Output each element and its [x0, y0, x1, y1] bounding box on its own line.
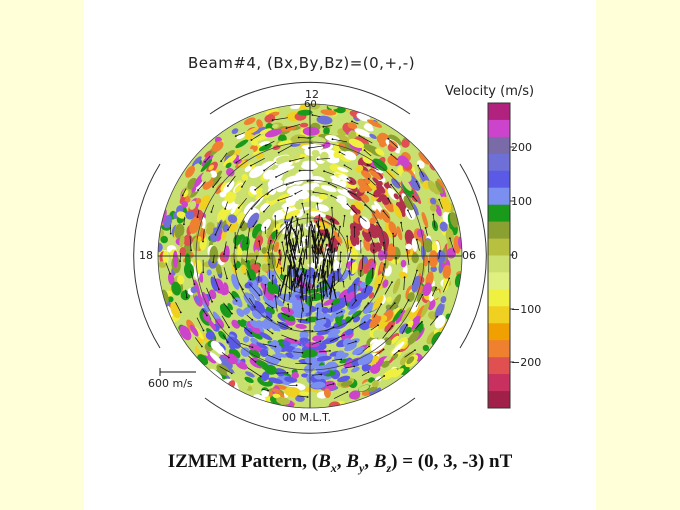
mlt-axes: [158, 104, 462, 408]
colorbar-segment: [488, 103, 510, 121]
mlt-label-00: 00 M.L.T.: [282, 411, 332, 424]
colorbar-tick: 200: [511, 141, 532, 154]
colorbar-tick: −100: [511, 303, 542, 316]
colorbar-segment: [488, 374, 510, 392]
colorbar-tick: −200: [511, 356, 542, 369]
scale-vector: [159, 368, 196, 376]
colorbar-segment: [488, 187, 510, 206]
colorbar-segment: [488, 153, 510, 172]
colorbar-segment: [488, 136, 510, 155]
velocity-colorbar: [487, 102, 514, 409]
colorbar-tick: 100: [511, 195, 532, 208]
convection-vectors: [165, 114, 455, 399]
outer-arcs: [133, 81, 487, 434]
caption-suffix: ) = (0, 3, -3) nT: [391, 451, 513, 472]
caption-prefix: IZMEM Pattern, (: [167, 451, 319, 472]
colorbar-segment: [488, 306, 510, 324]
colorbar-title: Velocity (m/s): [445, 84, 535, 99]
colorbar-segment: [488, 221, 510, 239]
colorbar-segment: [488, 323, 510, 341]
mlt-label-18: 18: [139, 249, 153, 262]
colorbar-segment: [488, 391, 510, 409]
mlt-label-06: 06: [462, 249, 476, 262]
colorbar-segment: [488, 340, 510, 358]
caption-bz-sub: z: [386, 460, 392, 475]
mlt-label-12: 12: [305, 88, 319, 101]
colorbar-segment: [488, 272, 510, 290]
colorbar-segment: [488, 238, 510, 256]
caption-bz: B: [373, 451, 387, 472]
velocity-field-disk: [158, 104, 462, 408]
latitude-label: 60: [304, 99, 317, 110]
plot-title: Beam#4, (Bx,By,Bz)=(0,+,-): [188, 54, 416, 72]
colorbar-segment: [488, 289, 510, 307]
figure-caption: IZMEM Pattern, (Bx, By, Bz) = (0, 3, -3)…: [167, 451, 513, 475]
caption-by-sub: y: [358, 460, 365, 475]
colorbar-segment: [488, 357, 510, 375]
caption-bx: B: [318, 451, 331, 472]
colorbar-tick: 0: [511, 249, 518, 262]
colorbar-segment: [488, 170, 510, 189]
colorbar-segment: [488, 119, 510, 138]
scale-vector-label: 600 m/s: [148, 377, 193, 390]
caption-by: B: [346, 451, 359, 472]
colorbar-segment: [488, 204, 510, 223]
caption-bx-sub: x: [330, 460, 337, 475]
colorbar-segment: [488, 255, 510, 273]
